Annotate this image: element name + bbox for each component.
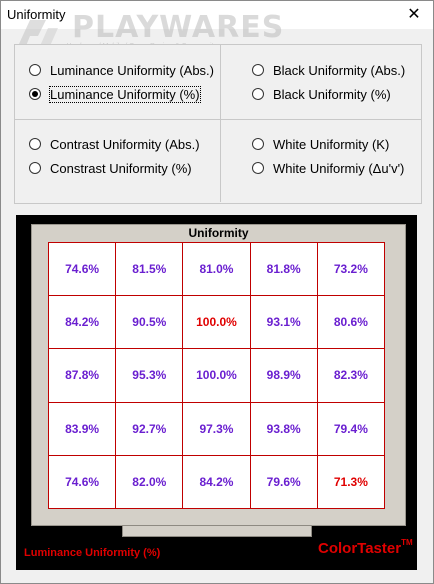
radio-black-abs[interactable]: Black Uniformity (Abs.): [252, 61, 405, 79]
grid-row: 74.6% 81.5% 81.0% 81.8% 73.2%: [47, 241, 386, 297]
grid-cell: 100.0%: [182, 348, 251, 403]
grid-cell: 82.3%: [316, 348, 386, 403]
grid-cell: 81.0%: [182, 241, 251, 297]
grid-row: 74.6% 82.0% 84.2% 79.6% 71.3%: [47, 454, 386, 510]
grid-cell: 83.9%: [47, 401, 117, 456]
monitor-stand: [122, 525, 312, 537]
radio-contrast-pct[interactable]: Constrast Uniformity (%): [29, 159, 192, 177]
grid-cell: 93.8%: [249, 401, 318, 456]
radio-label: White Uniformiy (Δu'v'): [273, 160, 405, 176]
grid-cell: 93.1%: [249, 295, 318, 350]
group-divider-vertical: [220, 44, 221, 202]
grid-cell: 90.5%: [115, 295, 184, 350]
grid-cell: 92.7%: [115, 401, 184, 456]
grid-cell: 100.0%: [182, 295, 251, 350]
radio-luminance-abs[interactable]: Luminance Uniformity (Abs.): [29, 61, 214, 79]
radio-button-icon[interactable]: [29, 138, 41, 150]
radio-button-selected-icon[interactable]: [29, 88, 41, 100]
chart-title: Uniformity: [188, 226, 249, 240]
radio-label: White Uniformity (K): [273, 136, 390, 152]
radio-button-icon[interactable]: [29, 64, 41, 76]
grid-row: 84.2% 90.5% 100.0% 93.1% 80.6%: [47, 295, 386, 350]
radio-label: Contrast Uniformity (Abs.): [50, 136, 200, 152]
radio-white-duv[interactable]: White Uniformiy (Δu'v'): [252, 159, 404, 177]
close-icon[interactable]: ✕: [407, 6, 421, 23]
radio-button-icon[interactable]: [29, 162, 41, 174]
grid-cell: 98.9%: [249, 348, 318, 403]
radio-label: Luminance Uniformity (%): [49, 85, 201, 103]
grid-cell: 74.6%: [47, 241, 117, 297]
radio-button-icon[interactable]: [252, 88, 264, 100]
radio-black-pct[interactable]: Black Uniformity (%): [252, 85, 391, 103]
mode-options-group: [14, 44, 422, 204]
radio-label: Constrast Uniformity (%): [50, 160, 192, 176]
brand-logo: ColorTasterTM: [318, 538, 413, 557]
grid-cell: 87.8%: [47, 348, 117, 403]
grid-cell: 97.3%: [182, 401, 251, 456]
window-title: Uniformity: [7, 7, 66, 22]
grid-cell: 84.2%: [47, 295, 117, 350]
grid-cell: 74.6%: [47, 454, 117, 510]
grid-cell: 84.2%: [182, 454, 251, 510]
grid-cell: 71.3%: [316, 454, 386, 510]
radio-white-k[interactable]: White Uniformity (K): [252, 135, 389, 153]
radio-label: Black Uniformity (Abs.): [273, 62, 406, 78]
trademark-mark: TM: [401, 538, 413, 547]
grid-row: 87.8% 95.3% 100.0% 98.9% 82.3%: [47, 348, 386, 403]
grid-row: 83.9% 92.7% 97.3% 93.8% 79.4%: [47, 401, 386, 456]
grid-cell: 95.3%: [115, 348, 184, 403]
measurement-mode-label: Luminance Uniformity (%): [24, 547, 161, 559]
title-bar: Uniformity ✕: [1, 1, 433, 29]
radio-label: Black Uniformity (%): [273, 86, 391, 102]
grid-cell: 79.6%: [249, 454, 318, 510]
radio-button-icon[interactable]: [252, 162, 264, 174]
grid-cell: 79.4%: [316, 401, 386, 456]
radio-contrast-abs[interactable]: Contrast Uniformity (Abs.): [29, 135, 200, 153]
grid-cell: 82.0%: [115, 454, 184, 510]
radio-button-icon[interactable]: [252, 138, 264, 150]
uniformity-grid: 74.6% 81.5% 81.0% 81.8% 73.2% 84.2% 90.5…: [47, 241, 386, 510]
grid-cell: 73.2%: [316, 241, 386, 297]
brand-name: ColorTaster: [318, 540, 402, 557]
grid-cell: 80.6%: [316, 295, 386, 350]
radio-luminance-pct[interactable]: Luminance Uniformity (%): [29, 85, 201, 103]
grid-cell: 81.8%: [249, 241, 318, 297]
group-divider-horizontal: [14, 119, 421, 120]
radio-button-icon[interactable]: [252, 64, 264, 76]
radio-label: Luminance Uniformity (Abs.): [50, 62, 214, 78]
grid-cell: 81.5%: [115, 241, 184, 297]
